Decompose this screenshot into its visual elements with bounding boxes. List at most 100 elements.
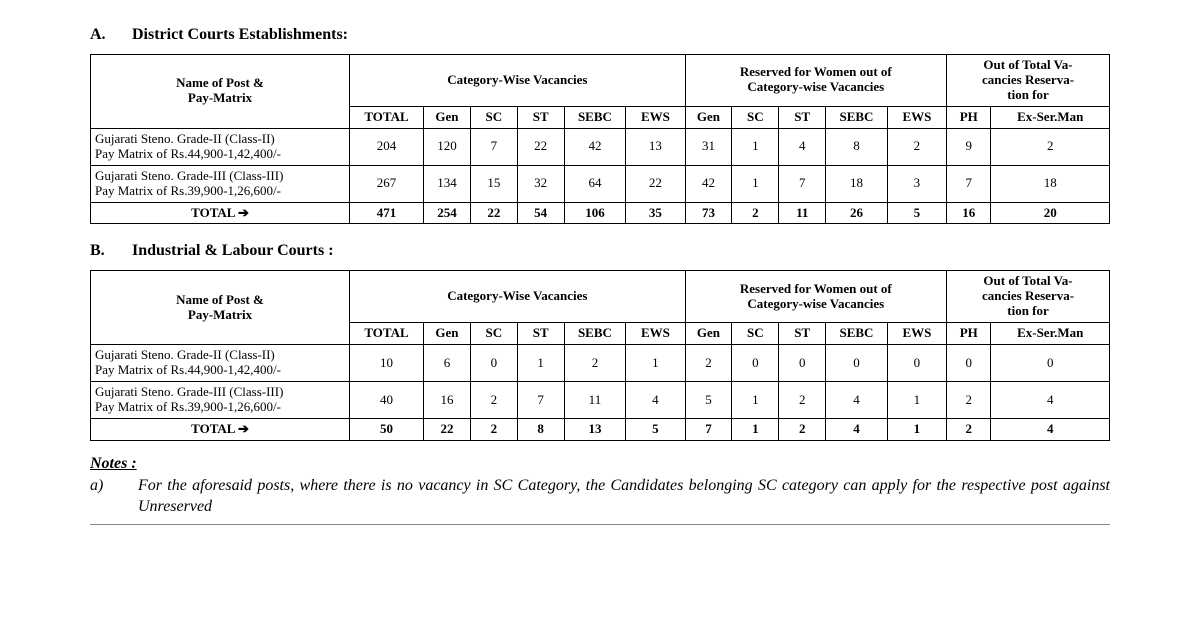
cell: 54 xyxy=(517,202,564,224)
th: Ex-Ser.Man xyxy=(991,323,1110,345)
cell: 40 xyxy=(350,382,424,419)
note-text: For the aforesaid posts, where there is … xyxy=(138,475,1110,518)
th: EWS xyxy=(887,323,946,345)
cell: 50 xyxy=(350,418,424,440)
th: PH xyxy=(947,106,991,128)
cell-post: Gujarati Steno. Grade-II (Class-II)Pay M… xyxy=(91,128,350,165)
th: SEBC xyxy=(826,106,888,128)
table-total-row: TOTAL ➔ 50 22 2 8 13 5 7 1 2 4 1 2 4 xyxy=(91,418,1110,440)
cell: 106 xyxy=(564,202,626,224)
th: TOTAL xyxy=(350,323,424,345)
cell: 8 xyxy=(517,418,564,440)
cell: 7 xyxy=(517,382,564,419)
cell: 4 xyxy=(991,418,1110,440)
cell-post: Gujarati Steno. Grade-III (Class-III)Pay… xyxy=(91,382,350,419)
th-group-women: Reserved for Women out ofCategory-wise V… xyxy=(685,271,946,323)
cell: 22 xyxy=(424,418,471,440)
note-item: a) For the aforesaid posts, where there … xyxy=(90,475,1110,518)
note-marker: a) xyxy=(90,475,138,518)
cell: 1 xyxy=(732,418,779,440)
cell: 35 xyxy=(626,202,685,224)
table-total-row: TOTAL ➔ 471 254 22 54 106 35 73 2 11 26 … xyxy=(91,202,1110,224)
cell: 16 xyxy=(947,202,991,224)
th-group-out: Out of Total Va-cancies Reserva-tion for xyxy=(947,55,1110,107)
th: SC xyxy=(732,106,779,128)
cell: 20 xyxy=(991,202,1110,224)
cell: 4 xyxy=(826,418,888,440)
cell: 0 xyxy=(470,345,517,382)
cell: 11 xyxy=(779,202,826,224)
cell: 11 xyxy=(564,382,626,419)
cell: 4 xyxy=(991,382,1110,419)
cell: 7 xyxy=(470,128,517,165)
cell: 5 xyxy=(685,382,732,419)
th: ST xyxy=(517,106,564,128)
th: EWS xyxy=(626,106,685,128)
cell: 16 xyxy=(424,382,471,419)
cell: 7 xyxy=(947,165,991,202)
th: ST xyxy=(517,323,564,345)
cell: 1 xyxy=(732,128,779,165)
th-group-out: Out of Total Va-cancies Reserva-tion for xyxy=(947,271,1110,323)
section-a-letter: A. xyxy=(90,26,128,44)
cell-total-label: TOTAL ➔ xyxy=(91,418,350,440)
cell: 204 xyxy=(350,128,424,165)
th: EWS xyxy=(887,106,946,128)
cell: 6 xyxy=(424,345,471,382)
th: Gen xyxy=(424,106,471,128)
cell: 2 xyxy=(732,202,779,224)
cell: 15 xyxy=(470,165,517,202)
section-a-heading: A. District Courts Establishments: xyxy=(90,26,1110,44)
cell: 267 xyxy=(350,165,424,202)
cell: 2 xyxy=(470,418,517,440)
page-rule xyxy=(90,524,1110,525)
cell: 2 xyxy=(947,382,991,419)
section-b-letter: B. xyxy=(90,242,128,260)
cell: 7 xyxy=(779,165,826,202)
cell: 1 xyxy=(732,382,779,419)
th: SEBC xyxy=(826,323,888,345)
th-group-cw: Category-Wise Vacancies xyxy=(350,55,686,107)
cell: 9 xyxy=(947,128,991,165)
th: PH xyxy=(947,323,991,345)
cell: 2 xyxy=(779,382,826,419)
section-b-heading: B. Industrial & Labour Courts : xyxy=(90,242,1110,260)
th: EWS xyxy=(626,323,685,345)
cell: 4 xyxy=(826,382,888,419)
cell: 0 xyxy=(887,345,946,382)
th-group-women: Reserved for Women out ofCategory-wise V… xyxy=(685,55,946,107)
cell: 0 xyxy=(732,345,779,382)
table-row: Gujarati Steno. Grade-III (Class-III)Pay… xyxy=(91,382,1110,419)
th: ST xyxy=(779,106,826,128)
cell: 22 xyxy=(517,128,564,165)
cell: 31 xyxy=(685,128,732,165)
cell: 0 xyxy=(826,345,888,382)
section-b-title: Industrial & Labour Courts : xyxy=(132,242,334,259)
th: Gen xyxy=(424,323,471,345)
table-row: Gujarati Steno. Grade-II (Class-II)Pay M… xyxy=(91,345,1110,382)
cell: 7 xyxy=(685,418,732,440)
cell: 64 xyxy=(564,165,626,202)
table-a: Name of Post &Pay-Matrix Category-Wise V… xyxy=(90,54,1110,224)
cell: 2 xyxy=(947,418,991,440)
cell: 73 xyxy=(685,202,732,224)
th-group-cw: Category-Wise Vacancies xyxy=(350,271,686,323)
th: SEBC xyxy=(564,106,626,128)
cell: 8 xyxy=(826,128,888,165)
table-row: Gujarati Steno. Grade-III (Class-III)Pay… xyxy=(91,165,1110,202)
cell-post: Gujarati Steno. Grade-II (Class-II)Pay M… xyxy=(91,345,350,382)
cell: 0 xyxy=(991,345,1110,382)
cell: 10 xyxy=(350,345,424,382)
table-row: Gujarati Steno. Grade-II (Class-II)Pay M… xyxy=(91,128,1110,165)
cell: 1 xyxy=(887,418,946,440)
th: SEBC xyxy=(564,323,626,345)
cell: 4 xyxy=(779,128,826,165)
th-post: Name of Post &Pay-Matrix xyxy=(91,55,350,129)
cell: 134 xyxy=(424,165,471,202)
cell: 254 xyxy=(424,202,471,224)
cell: 2 xyxy=(779,418,826,440)
cell-total-label: TOTAL ➔ xyxy=(91,202,350,224)
cell: 120 xyxy=(424,128,471,165)
cell: 5 xyxy=(626,418,685,440)
cell: 0 xyxy=(779,345,826,382)
